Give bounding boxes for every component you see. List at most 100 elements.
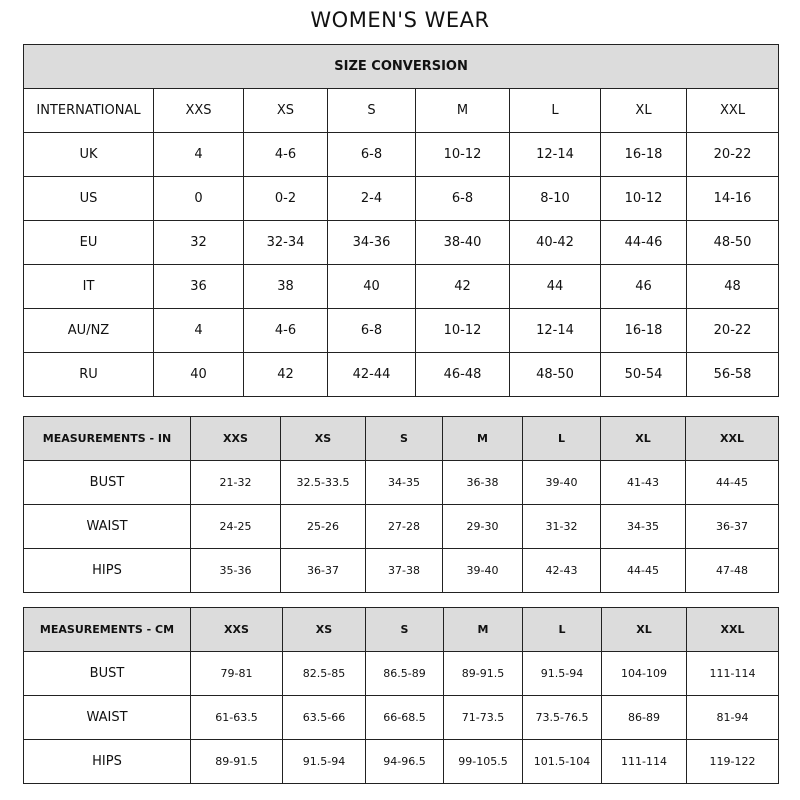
table-cell: 44 [509, 264, 601, 309]
column-header: XL [600, 416, 686, 461]
table-cell: 32-34 [243, 220, 328, 265]
table-cell: 25-26 [280, 504, 366, 549]
table-cell: 0-2 [243, 176, 328, 221]
table-cell: 24-25 [190, 504, 281, 549]
table-cell: 48-50 [685, 220, 780, 265]
table-cell: 10-12 [415, 132, 510, 177]
table-cell: 89-91.5 [190, 739, 283, 784]
column-header: M [442, 416, 523, 461]
column-header: L [509, 88, 601, 133]
table-cell: 2-4 [327, 176, 416, 221]
measurements-cm-table: MEASUREMENTS - CM XXS XS S M L XL XXL BUST 79-81 8… [23, 607, 779, 784]
table-cell: 41-43 [600, 460, 686, 505]
table-cell: 36-37 [685, 504, 779, 549]
table-cell: 86.5-89 [365, 651, 444, 696]
row-label: BUST [23, 460, 191, 505]
table-cell: 56-58 [685, 352, 780, 397]
column-header: XXS [153, 88, 244, 133]
table-cell: 32 [153, 220, 244, 265]
table-cell: 99-105.5 [443, 739, 523, 784]
column-header: L [522, 416, 601, 461]
column-header: XL [601, 607, 687, 652]
table-cell: 6-8 [415, 176, 510, 221]
table-cell: 6-8 [327, 132, 416, 177]
table-cell: 48 [685, 264, 780, 309]
header-row: MEASUREMENTS - IN XXS XS S M L XL XXL [23, 416, 779, 461]
row-label: UK [23, 132, 154, 177]
table-cell: 63.5-66 [282, 695, 366, 740]
column-header: INTERNATIONAL [23, 88, 154, 133]
column-header: XXL [685, 416, 779, 461]
table-cell: 48-50 [509, 352, 601, 397]
table-heading-row: SIZE CONVERSION [22, 44, 780, 89]
column-header: XS [243, 88, 328, 133]
table-cell: 111-114 [686, 651, 779, 696]
column-header: S [365, 416, 443, 461]
column-header: L [522, 607, 602, 652]
header-row: INTERNATIONAL XXS XS S M L XL XXL [23, 88, 780, 133]
table-cell: 91.5-94 [522, 651, 602, 696]
row-label: EU [23, 220, 154, 265]
header-row: MEASUREMENTS - CM XXS XS S M L XL XXL [23, 607, 779, 652]
table-cell: 101.5-104 [522, 739, 602, 784]
table-row: BUST 79-81 82.5-85 86.5-89 89-91.5 91.5-94 104… [23, 651, 779, 696]
column-header: M [443, 607, 523, 652]
column-header: XXL [686, 607, 779, 652]
table-cell: 36-38 [442, 460, 523, 505]
page-title: WOMEN'S WEAR [310, 8, 490, 32]
row-label: RU [23, 352, 154, 397]
row-label: WAIST [23, 695, 191, 740]
table-cell: 111-114 [601, 739, 687, 784]
table-cell: 34-35 [600, 504, 686, 549]
table-cell: 4 [153, 132, 244, 177]
row-label: AU/NZ [23, 308, 154, 353]
table-cell: 6-8 [327, 308, 416, 353]
table-cell: 42-44 [327, 352, 416, 397]
table-cell: 20-22 [685, 308, 780, 353]
column-header: XXL [685, 88, 780, 133]
table-cell: 40-42 [509, 220, 601, 265]
table-row: EU 32 32-34 34-36 38-40 40-42 44-46 48-50 [23, 220, 780, 265]
row-label: US [23, 176, 154, 221]
table-row: HIPS 89-91.5 91.5-94 94-96.5 99-105.5 101.5-1… [23, 739, 779, 784]
table-row: RU 40 42 42-44 46-48 48-50 50-54 56-58 [23, 352, 780, 397]
column-header: MEASUREMENTS - CM [23, 607, 191, 652]
table-row: WAIST 61-63.5 63.5-66 66-68.5 71-73.5 73.5-76… [23, 695, 779, 740]
table-cell: 4-6 [243, 308, 328, 353]
table-cell: 73.5-76.5 [522, 695, 602, 740]
table-cell: 36-37 [280, 548, 366, 593]
table-cell: 40 [153, 352, 244, 397]
table-heading: SIZE CONVERSION [22, 44, 780, 89]
table-row: US 0 0-2 2-4 6-8 8-10 10-12 14-16 [23, 176, 780, 221]
table-cell: 27-28 [365, 504, 443, 549]
table-cell: 42 [415, 264, 510, 309]
table-cell: 10-12 [415, 308, 510, 353]
row-label: HIPS [23, 739, 191, 784]
table-cell: 42-43 [522, 548, 601, 593]
table-row: BUST 21-32 32.5-33.5 34-35 36-38 39-40 41-43 44… [23, 460, 779, 505]
table-cell: 0 [153, 176, 244, 221]
table-cell: 39-40 [442, 548, 523, 593]
row-label: IT [23, 264, 154, 309]
table-cell: 16-18 [600, 308, 687, 353]
table-cell: 35-36 [190, 548, 281, 593]
table-cell: 4 [153, 308, 244, 353]
table-cell: 16-18 [600, 132, 687, 177]
table-row: IT 36 38 40 42 44 46 48 [23, 264, 780, 309]
table-row: WAIST 24-25 25-26 27-28 29-30 31-32 34-35 36-37 [23, 504, 779, 549]
table-cell: 71-73.5 [443, 695, 523, 740]
table-cell: 10-12 [600, 176, 687, 221]
table-row: UK 4 4-6 6-8 10-12 12-14 16-18 20-22 [23, 132, 780, 177]
table-cell: 40 [327, 264, 416, 309]
column-header: M [415, 88, 510, 133]
table-cell: 38-40 [415, 220, 510, 265]
column-header: XXS [190, 607, 283, 652]
row-label: BUST [23, 651, 191, 696]
table-cell: 91.5-94 [282, 739, 366, 784]
table-row: AU/NZ 4 4-6 6-8 10-12 12-14 16-18 20-22 [23, 308, 780, 353]
table-cell: 47-48 [685, 548, 779, 593]
table-cell: 44-46 [600, 220, 687, 265]
column-header: MEASUREMENTS - IN [23, 416, 191, 461]
column-header: XS [282, 607, 366, 652]
table-cell: 46 [600, 264, 687, 309]
